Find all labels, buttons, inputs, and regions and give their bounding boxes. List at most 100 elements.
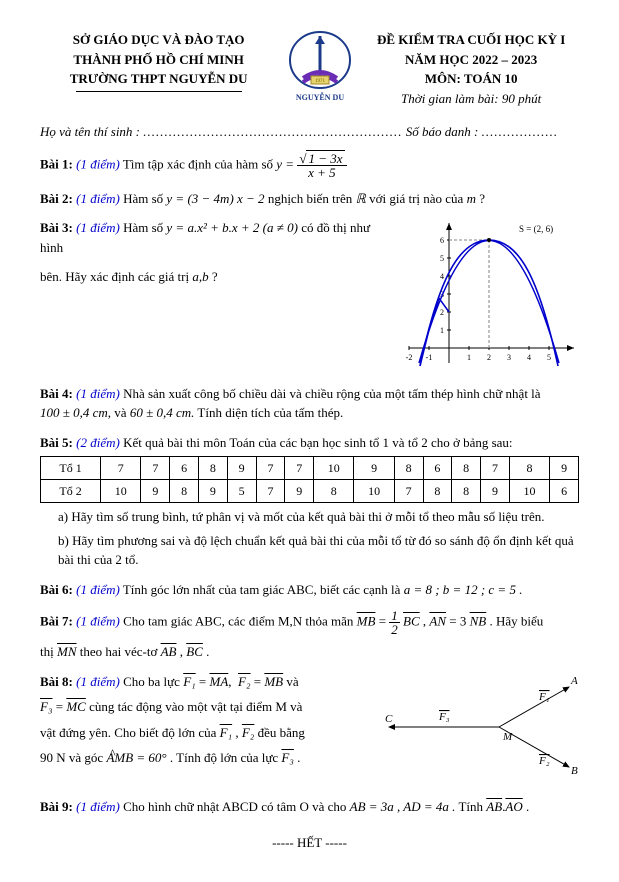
bai3-p1: Hàm số	[123, 220, 166, 235]
vec-NB: NB	[470, 613, 487, 628]
half: 1 2	[389, 609, 400, 636]
bai8-p5: 90 N và góc	[40, 750, 106, 765]
bai4-label: Bài 4:	[40, 386, 73, 401]
bai3-label: Bài 3:	[40, 220, 73, 235]
svg-text:4: 4	[527, 353, 531, 362]
svg-text:F₁: F₁	[538, 691, 550, 703]
bai4-v2: 60 ± 0,4 cm.	[130, 405, 195, 420]
svg-text:4: 4	[440, 272, 444, 281]
bai1-text: Tìm tập xác định của hàm số	[123, 156, 276, 171]
bai8-va: và	[286, 674, 298, 689]
bai8-text: Bài 8: (1 điểm) Cho ba lực F₁ = MA, F₂ =…	[40, 672, 363, 768]
bai6-label: Bài 6:	[40, 582, 73, 597]
thoigian: Thời gian làm bài: 90 phút	[363, 89, 579, 109]
bai2-p3: với giá trị nào của	[369, 191, 466, 206]
bai8-diagram: C A B M F₃ F₁ F₂	[379, 672, 579, 788]
bai8-p2: cùng tác động vào một vật tại điểm M và	[89, 699, 302, 714]
svg-text:2: 2	[487, 353, 491, 362]
bai8-p6: . Tính độ lớn của lực	[170, 750, 282, 765]
svg-text:M: M	[502, 731, 513, 743]
bai8-p3: vật đứng yên. Cho biết độ lớn của	[40, 725, 220, 740]
bai6-pts: (1 điểm)	[76, 582, 120, 597]
bai5-label: Bài 5:	[40, 435, 73, 450]
vec-F3b: F₃	[281, 750, 293, 765]
vec-MN: MN	[57, 644, 77, 659]
bai3-pts: (1 điểm)	[76, 220, 120, 235]
svg-text:6: 6	[440, 236, 444, 245]
bai8-p1: Cho ba lực	[123, 674, 183, 689]
bai1-den: x + 5	[297, 166, 346, 179]
svg-text:F₃: F₃	[438, 711, 450, 723]
svg-text:1: 1	[467, 353, 471, 362]
bai3-q: ?	[212, 269, 218, 284]
bai8-l3: vật đứng yên. Cho biết độ lớn của F₁ , F…	[40, 723, 363, 743]
header-left: SỞ GIÁO DỤC VÀ ĐÀO TẠO THÀNH PHỐ HỒ CHÍ …	[40, 30, 277, 92]
bai8-dot: .	[297, 750, 300, 765]
bai-7: Bài 7: (1 điểm) Cho tam giác ABC, các đi…	[40, 609, 579, 662]
vec-MB: MB	[264, 674, 283, 689]
bai7-dot: .	[206, 644, 209, 659]
bai7-p3: thị	[40, 644, 57, 659]
logo-text: NGUYỄN DU	[296, 92, 344, 102]
svg-text:C: C	[385, 713, 393, 725]
logo-year: 1971	[315, 79, 326, 84]
de: ĐỀ KIỂM TRA CUỐI HỌC KỲ I	[363, 30, 579, 50]
bai7-p4: theo hai véc-tơ	[80, 644, 161, 659]
vec-BC2: BC	[186, 644, 203, 659]
bai4-line2: 100 ± 0,4 cm, và 60 ± 0,4 cm. Tính diện …	[40, 403, 579, 423]
svg-text:2: 2	[440, 308, 444, 317]
bai5-b: b) Hãy tìm phương sai và độ lệch chuẩn k…	[58, 531, 579, 570]
svg-text:F₂: F₂	[538, 755, 550, 767]
vec-BC: BC	[403, 613, 420, 628]
bai7-pts: (1 điểm)	[76, 613, 120, 628]
sbd-label: Số báo danh :	[406, 124, 479, 139]
vec-MB: MB	[357, 613, 376, 628]
vec-MA: MA	[210, 674, 229, 689]
tp: THÀNH PHỐ HỒ CHÍ MINH	[40, 50, 277, 70]
bai7-line2: thị MN theo hai véc-tơ AB , BC .	[40, 642, 579, 662]
bai-5: Bài 5: (2 điểm) Kết quả bài thi môn Toán…	[40, 433, 579, 570]
svg-text:5: 5	[547, 353, 551, 362]
bai-1: Bài 1: (1 điểm) Tìm tập xác định của hàm…	[40, 152, 579, 179]
bai9-p2: Tính	[458, 799, 486, 814]
bai2-p1: Hàm số	[123, 191, 166, 206]
hoten-label: Họ và tên thí sinh :	[40, 124, 140, 139]
svg-text:1: 1	[440, 326, 444, 335]
svg-text:3: 3	[507, 353, 511, 362]
bai-9: Bài 9: (1 điểm) Cho hình chữ nhật ABCD c…	[40, 797, 579, 817]
vec-AN: AN	[429, 613, 446, 628]
header-right: ĐỀ KIỂM TRA CUỐI HỌC KỲ I NĂM HỌC 2022 –…	[363, 30, 579, 108]
bai4-pts: (1 điểm)	[76, 386, 120, 401]
bai3-text: Bài 3: (1 điểm) Hàm số y = a.x² + b.x + …	[40, 218, 389, 287]
het: ----- HẾT -----	[40, 833, 579, 853]
mon: MÔN: TOÁN 10	[363, 69, 579, 89]
bai4-tail: Tính diện tích của tấm thép.	[197, 405, 343, 420]
bai5-table: Tổ 1 77 68 97 710 98 68 78 9 Tổ 2 109 89…	[40, 456, 579, 503]
bai2-eq: y = (3 − 4m) x − 2	[166, 191, 264, 206]
table-row: Tổ 1 77 68 97 710 98 68 78 9	[41, 457, 579, 480]
bai1-frac: √1 − 3x x + 5	[297, 152, 346, 179]
bai8-label: Bài 8:	[40, 674, 73, 689]
bai2-p2: nghịch biến trên	[268, 191, 356, 206]
bai7-eq2: = 3	[449, 613, 466, 628]
name-row: Họ và tên thí sinh : ...................…	[40, 122, 579, 142]
row2-label: Tổ 2	[41, 480, 101, 503]
bai-3: Bài 3: (1 điểm) Hàm số y = a.x² + b.x + …	[40, 218, 579, 374]
bai4-and: và	[114, 405, 130, 420]
bai8-pts: (1 điểm)	[76, 674, 120, 689]
vec-AB9: AB	[486, 799, 502, 814]
bai3-eq: y = a.x² + b.x + 2 (a ≠ 0)	[166, 220, 298, 235]
bai2-label: Bài 2:	[40, 191, 73, 206]
bai1-label: Bài 1:	[40, 156, 73, 171]
bai1-num: √1 − 3x	[297, 152, 346, 166]
row1-label: Tổ 1	[41, 457, 101, 480]
bai-2: Bài 2: (1 điểm) Hàm số y = (3 − 4m) x − …	[40, 189, 579, 209]
bai9-p1: Cho hình chữ nhật ABCD có tâm O và cho	[123, 799, 350, 814]
truong: TRƯỜNG THPT NGUYỄN DU	[40, 69, 277, 89]
bai8-p4: đều bằng	[258, 725, 305, 740]
bai7-p1: Cho tam giác ABC, các điểm M,N thỏa mãn	[123, 613, 357, 628]
bai5-text: Kết quả bài thi môn Toán của các bạn học…	[123, 435, 513, 450]
bai5-a: a) Hãy tìm số trung bình, tứ phân vị và …	[58, 507, 579, 527]
divider	[76, 91, 242, 92]
bai2-m: m	[467, 191, 476, 206]
